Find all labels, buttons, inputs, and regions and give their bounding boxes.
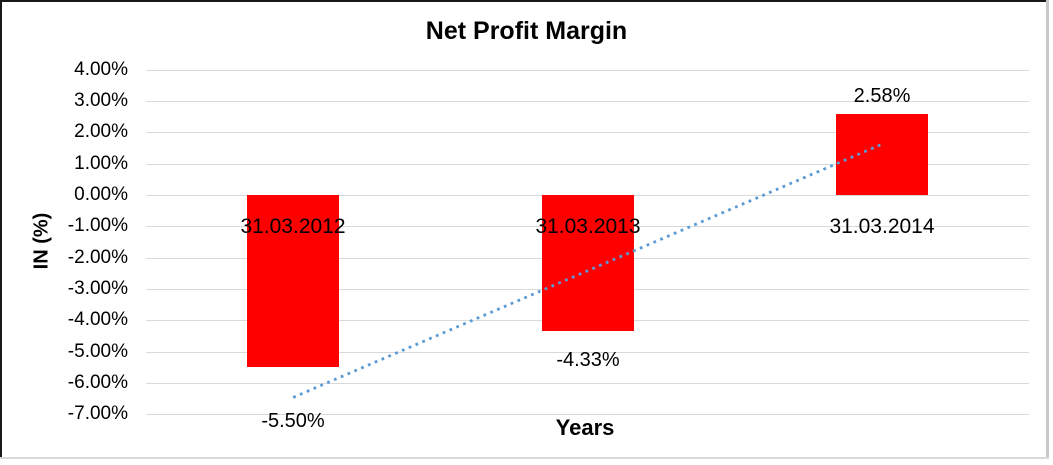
y-axis-tick-label: 0.00% xyxy=(74,184,128,205)
y-axis-tick-label: -3.00% xyxy=(67,278,128,299)
frame-border-bottom xyxy=(0,457,1049,459)
y-axis-tick-label: -5.00% xyxy=(67,341,128,362)
gridline xyxy=(146,70,1029,71)
y-axis-tick-label: -4.00% xyxy=(67,309,128,330)
chart-title: Net Profit Margin xyxy=(425,17,628,45)
frame-border-right xyxy=(1046,0,1049,459)
frame-border-top xyxy=(0,0,1048,2)
data-label: -4.33% xyxy=(556,349,620,371)
y-axis-tick-label: 1.00% xyxy=(74,153,128,174)
gridline xyxy=(146,414,1029,415)
category-label: 31.03.2013 xyxy=(535,215,641,238)
y-axis-tick-label: 3.00% xyxy=(74,90,128,111)
y-axis-tick-label: -1.00% xyxy=(67,215,128,236)
data-label: -5.50% xyxy=(261,410,325,432)
y-axis-tick-label: 2.00% xyxy=(74,121,128,142)
category-label: 31.03.2014 xyxy=(829,215,935,238)
gridline xyxy=(146,101,1029,102)
y-axis-tick-label: -2.00% xyxy=(67,247,128,268)
y-axis-tick-label: 4.00% xyxy=(74,59,128,80)
frame-border-left xyxy=(0,0,2,459)
y-axis-tick-label: -6.00% xyxy=(67,372,128,393)
gridline xyxy=(146,383,1029,384)
bar-31.03.2014 xyxy=(836,114,928,195)
category-label: 31.03.2012 xyxy=(240,215,346,238)
data-label: 2.58% xyxy=(853,85,911,107)
gridline xyxy=(146,132,1029,133)
x-axis-title: Years xyxy=(555,415,615,440)
y-axis-tick-label: -7.00% xyxy=(67,403,128,424)
